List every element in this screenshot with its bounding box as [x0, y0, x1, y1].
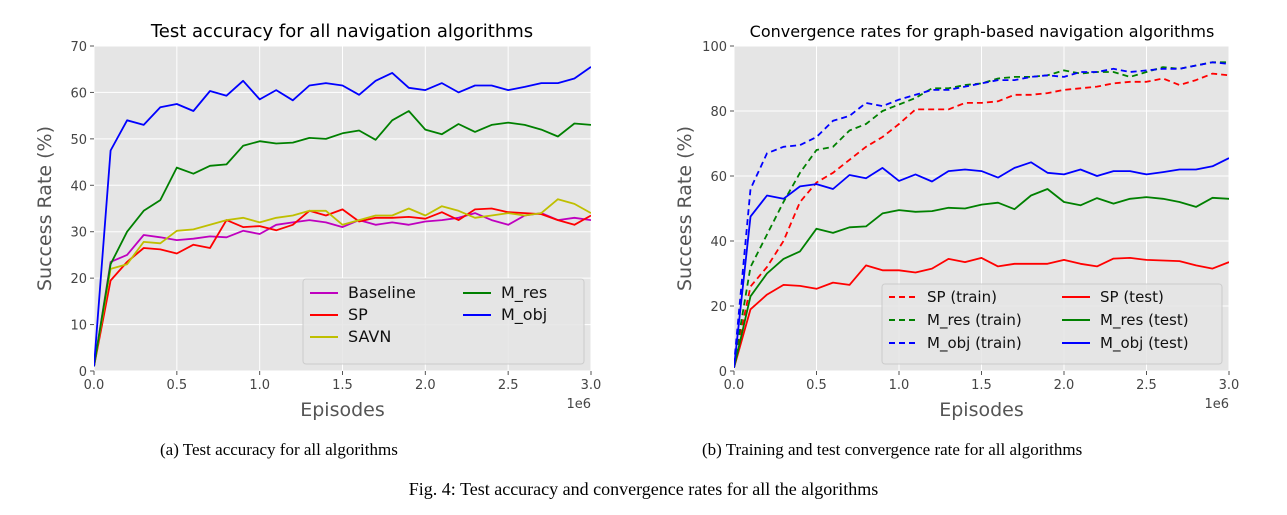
- series-line-sp-test: [734, 256, 1229, 369]
- y-tick-label: 30: [70, 226, 87, 241]
- subcaption-a: (a) Test accuracy for all algorithms: [160, 440, 398, 459]
- legend-box: [881, 283, 1223, 365]
- x-tick-label: 0.0: [724, 378, 745, 393]
- series-line-m-obj-test: [734, 157, 1229, 368]
- legend-label-sp-train: SP (train): [927, 288, 997, 306]
- y-tick-label: 0: [719, 365, 727, 380]
- y-tick-label: 10: [70, 319, 87, 334]
- chart-title: Convergence rates for graph-based naviga…: [750, 22, 1215, 41]
- y-tick-label: 70: [70, 40, 87, 55]
- series-line-m-res-test: [734, 188, 1229, 369]
- legend-label-sp: SP: [348, 305, 368, 324]
- x-tick-label: 2.0: [1054, 378, 1075, 393]
- x-tick-label: 0.5: [806, 378, 827, 393]
- y-tick-label: 40: [70, 179, 87, 194]
- x-tick-label: 2.5: [1136, 378, 1157, 393]
- y-axis-label: Success Rate (%): [34, 126, 56, 291]
- subcaption-b: (b) Training and test convergence rate f…: [702, 440, 1083, 459]
- x-axis-label: Episodes: [939, 399, 1024, 421]
- x-tick-label: 2.0: [415, 378, 436, 393]
- x-tick-label: 1.5: [332, 378, 353, 393]
- legend-label-m-obj-test: M_obj (test): [1100, 334, 1189, 353]
- y-tick-label: 20: [70, 272, 87, 287]
- y-tick-label: 100: [702, 40, 727, 55]
- legend-label-m-obj: M_obj: [501, 305, 547, 325]
- legend-label-m-res-train: M_res (train): [927, 311, 1022, 330]
- y-tick-label: 40: [710, 235, 727, 250]
- x-tick-label: 0.5: [166, 378, 187, 393]
- x-tick-label: 2.5: [498, 378, 519, 393]
- x-axis-label: Episodes: [300, 399, 385, 421]
- legend-label-m-res-test: M_res (test): [1100, 311, 1189, 330]
- figure-caption: Fig. 4: Test accuracy and convergence ra…: [408, 479, 879, 499]
- x-tick-label: 3.0: [581, 378, 602, 393]
- series-line-m-obj-train: [734, 61, 1229, 365]
- chart-convergence-rates: 0.0 0.5 1.0 1.5 2.0 2.5 3.0 0 20 40 60 80 100 1e6 Epis…: [674, 22, 1239, 421]
- x-tick-label: 1.0: [889, 378, 910, 393]
- legend-box: [302, 278, 585, 365]
- legend-label-savn: SAVN: [348, 327, 391, 346]
- series-line-m-res: [94, 110, 591, 367]
- legend-label-m-res: M_res: [501, 283, 547, 303]
- chart-title: Test accuracy for all navigation algorit…: [150, 21, 533, 42]
- series-line-m-res-train: [734, 61, 1229, 365]
- y-tick-label: 20: [710, 300, 727, 315]
- series-line-sp-train: [734, 72, 1229, 365]
- x-tick-label: 1.0: [249, 378, 270, 393]
- series-line-baseline: [94, 212, 591, 367]
- legend-label-m-obj-train: M_obj (train): [927, 334, 1022, 353]
- legend: SP (train) M_res (train) M_obj (train) SP (…: [881, 283, 1223, 365]
- x-tick-label: 1.5: [971, 378, 992, 393]
- y-axis-label: Success Rate (%): [674, 126, 696, 291]
- series-line-savn: [94, 198, 591, 367]
- series-line-sp: [94, 207, 591, 367]
- legend-label-sp-test: SP (test): [1100, 288, 1164, 306]
- x-offset-label: 1e6: [566, 397, 591, 412]
- y-tick-label: 0: [79, 365, 87, 380]
- x-tick-label: 0.0: [84, 378, 105, 393]
- y-tick-label: 50: [70, 133, 87, 148]
- y-tick-label: 60: [710, 170, 727, 185]
- x-tick-label: 3.0: [1219, 378, 1240, 393]
- x-offset-label: 1e6: [1204, 397, 1229, 412]
- series-line-m-obj: [94, 66, 591, 367]
- legend-label-baseline: Baseline: [348, 283, 416, 302]
- y-tick-label: 60: [70, 86, 87, 101]
- y-tick-label: 80: [710, 105, 727, 120]
- chart-test-accuracy: 0.0 0.5 1.0 1.5 2.0 2.5 3.0 0 10 20 30 40 50 60 70 1e6 E…: [34, 21, 601, 421]
